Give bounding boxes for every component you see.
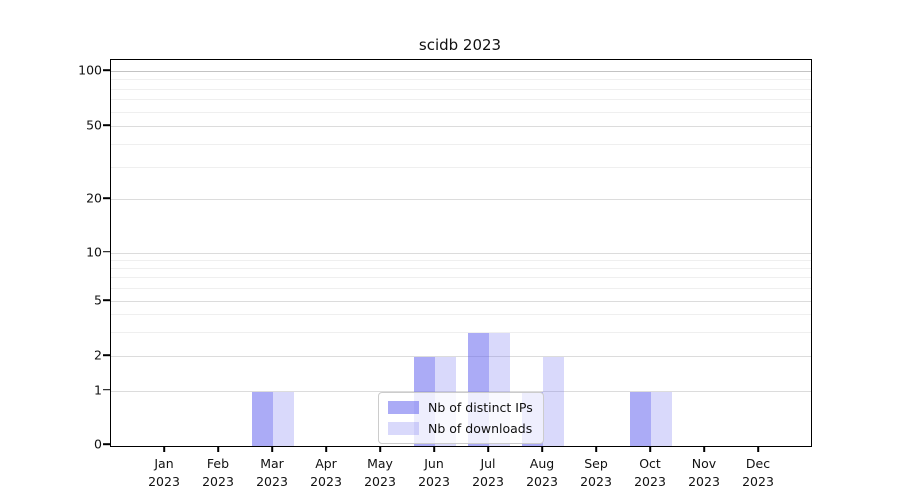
legend-row-downloads: Nb of downloads [388, 421, 533, 436]
xtick-label-oct: Oct 2023 [634, 456, 666, 489]
ytick-label-50: 50 [86, 117, 102, 133]
xtick-label-feb: Feb 2023 [202, 456, 234, 489]
bar-nb-of-downloads-aug [543, 357, 564, 446]
ytick-mark-2 [103, 354, 110, 356]
xtick-mark-jun [433, 446, 435, 452]
gridline-minor-60 [111, 111, 811, 113]
gridline-1 [111, 390, 811, 392]
gridline-5 [111, 301, 811, 302]
xtick-mark-oct [649, 446, 651, 452]
xtick-mark-jul [487, 446, 489, 452]
gridline-100 [111, 71, 811, 72]
ytick-mark-20 [103, 197, 110, 199]
bar-nb-of-downloads-mar [273, 391, 294, 446]
xtick-label-sep: Sep 2023 [580, 456, 612, 489]
xtick-mark-mar [271, 446, 273, 452]
xtick-label-may: May 2023 [364, 456, 396, 489]
ytick-mark-1 [103, 388, 110, 391]
bar-nb-of-distinct-ips-oct [630, 391, 651, 446]
xtick-mark-dec [757, 446, 759, 452]
bar-nb-of-downloads-oct [651, 391, 672, 446]
gridline-minor-70 [111, 99, 811, 101]
xtick-label-aug: Aug 2023 [526, 456, 558, 489]
xtick-label-jan: Jan 2023 [148, 456, 180, 489]
legend-label-downloads: Nb of downloads [428, 421, 533, 436]
xtick-label-mar: Mar 2023 [256, 456, 288, 489]
gridline-minor-6 [111, 288, 811, 290]
ytick-mark-0 [103, 443, 110, 445]
ytick-label-20: 20 [86, 190, 102, 206]
ytick-label-0: 0 [94, 436, 102, 452]
ytick-label-1: 1 [94, 382, 102, 397]
gridline-minor-8 [111, 268, 811, 270]
xtick-mark-nov [703, 446, 705, 452]
gridline-minor-30 [111, 166, 811, 168]
xtick-mark-jan [163, 446, 165, 452]
gridline-50 [111, 126, 811, 127]
legend-label-distinct-ips: Nb of distinct IPs [428, 400, 533, 415]
ytick-label-10: 10 [86, 244, 102, 259]
bar-nb-of-distinct-ips-mar [252, 391, 273, 446]
xtick-label-jun: Jun 2023 [418, 456, 450, 489]
legend: Nb of distinct IPs Nb of downloads [378, 392, 544, 444]
xtick-label-dec: Dec 2023 [742, 456, 774, 489]
ytick-label-5: 5 [94, 292, 102, 308]
ytick-mark-5 [103, 299, 110, 301]
xtick-mark-sep [595, 446, 597, 452]
legend-row-distinct-ips: Nb of distinct IPs [388, 400, 533, 415]
gridline-20 [111, 199, 811, 200]
ytick-mark-50 [103, 124, 110, 126]
xtick-label-nov: Nov 2023 [688, 456, 720, 489]
xtick-mark-feb [217, 446, 219, 452]
gridline-minor-3 [111, 331, 811, 333]
legend-swatch-distinct-ips [388, 401, 419, 414]
gridline-minor-7 [111, 277, 811, 279]
ytick-mark-100 [103, 69, 110, 71]
xtick-mark-may [379, 446, 381, 452]
gridline-2 [111, 356, 811, 357]
gridline-minor-9 [111, 259, 811, 261]
xtick-mark-aug [541, 446, 543, 452]
xtick-label-jul: Jul 2023 [472, 456, 504, 489]
ytick-label-2: 2 [94, 347, 102, 363]
ytick-label-100: 100 [78, 62, 102, 78]
legend-swatch-downloads [388, 422, 419, 435]
plot-area [110, 59, 812, 447]
gridline-minor-40 [111, 143, 811, 145]
xtick-label-apr: Apr 2023 [310, 456, 342, 489]
ytick-mark-10 [103, 250, 110, 253]
gridline-minor-80 [111, 88, 811, 90]
chart-title: scidb 2023 [418, 36, 502, 54]
xtick-mark-apr [325, 446, 327, 452]
gridline-minor-90 [111, 79, 811, 81]
gridline-10 [111, 252, 811, 254]
gridline-minor-4 [111, 314, 811, 316]
